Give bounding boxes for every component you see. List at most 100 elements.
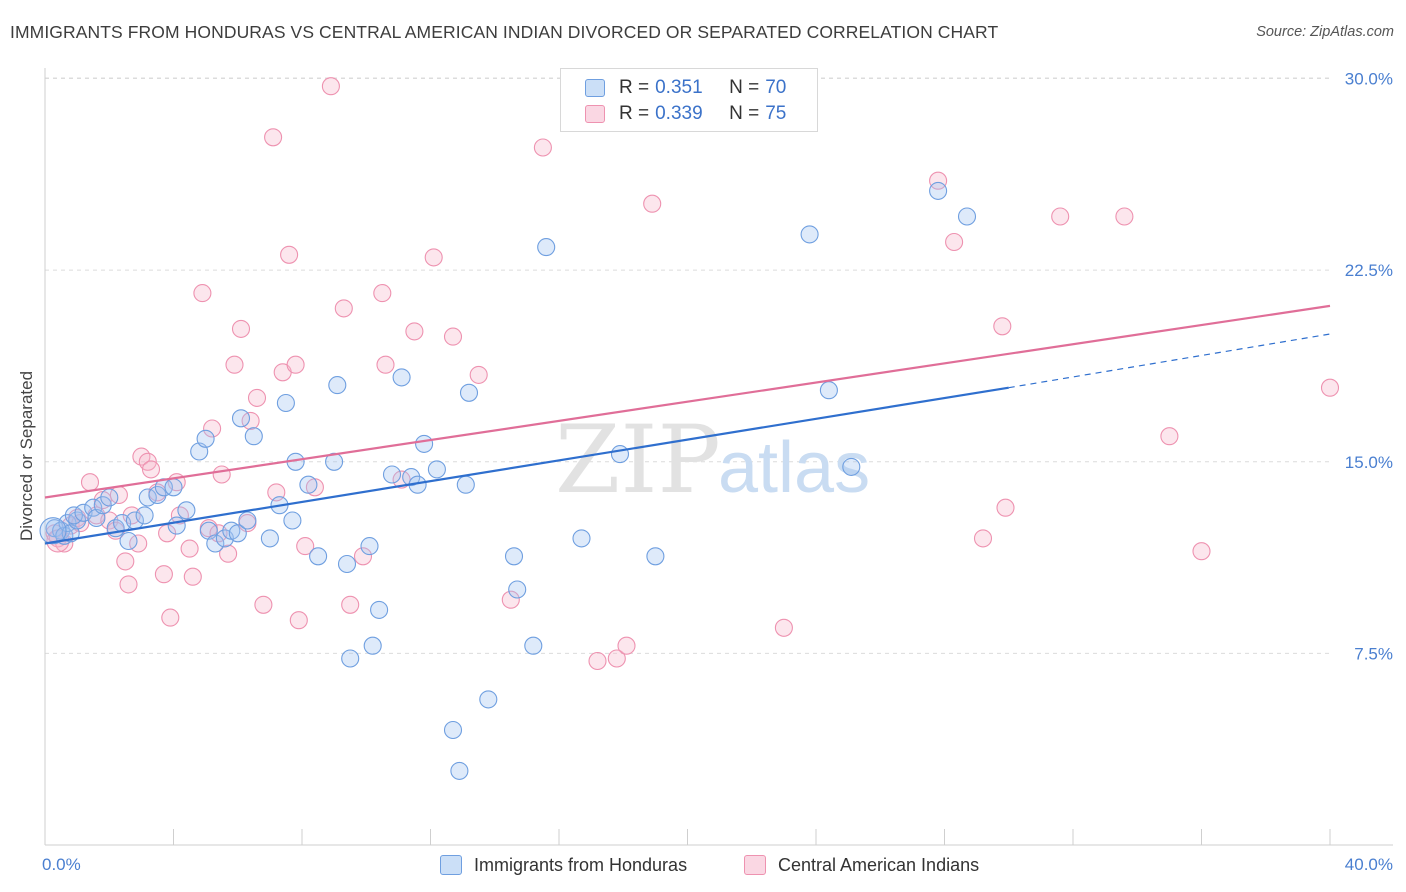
- trend-line-blue: [44, 386, 1009, 545]
- data-point-pink: [376, 355, 395, 374]
- legend-n-value: 75: [765, 103, 787, 124]
- data-point-blue: [337, 554, 357, 574]
- data-point-pink: [1320, 378, 1340, 397]
- data-point-pink: [588, 651, 607, 671]
- data-point-pink: [443, 327, 463, 346]
- data-point-pink: [116, 552, 135, 571]
- legend-row-blue: R = 0.351 N = 70: [585, 77, 786, 99]
- trend-line-pink: [44, 304, 1331, 499]
- data-point-blue: [800, 225, 819, 244]
- data-point-pink: [289, 611, 308, 630]
- data-point-pink: [424, 248, 443, 267]
- chart-title: IMMIGRANTS FROM HONDURAS VS CENTRAL AMER…: [10, 22, 999, 42]
- data-point-blue: [537, 238, 556, 257]
- data-point-pink: [945, 232, 964, 252]
- data-point-blue: [392, 368, 411, 387]
- data-point-pink: [353, 547, 373, 566]
- data-point-pink: [231, 319, 251, 338]
- legend-swatch-blue: [585, 79, 605, 97]
- data-point-blue: [929, 181, 948, 200]
- data-point-blue: [206, 534, 225, 553]
- data-point-pink: [119, 575, 138, 594]
- watermark-zip: ZIP: [555, 406, 721, 515]
- legend-r-value: 0.339: [655, 103, 703, 124]
- data-point-blue-cluster: [39, 517, 67, 545]
- data-point-blue: [276, 393, 295, 413]
- data-point-pink: [183, 567, 202, 586]
- data-point-blue: [415, 434, 434, 453]
- legend-n-label: N =: [729, 103, 760, 124]
- data-point-blue: [299, 475, 318, 494]
- data-point-pink: [247, 388, 267, 407]
- data-point-blue: [164, 478, 183, 497]
- data-point-blue: [231, 409, 251, 428]
- bottom-legend-item-pink: Central American Indians: [744, 852, 979, 878]
- data-point-pink: [180, 539, 199, 558]
- data-point-blue: [363, 636, 382, 655]
- legend-row-pink: R = 0.339 N = 75: [585, 103, 786, 125]
- data-point-blue: [402, 468, 421, 487]
- data-point-blue: [456, 475, 475, 494]
- data-point-pink: [373, 284, 392, 303]
- legend-r-value: 0.351: [655, 77, 703, 98]
- data-point-blue: [93, 496, 112, 515]
- data-point-pink: [643, 194, 662, 213]
- data-point-blue: [328, 376, 347, 395]
- data-point-pink: [1160, 427, 1179, 446]
- data-point-blue: [572, 529, 591, 548]
- data-point-blue: [177, 501, 196, 520]
- data-point-blue: [260, 529, 279, 548]
- data-point-blue: [119, 531, 138, 551]
- data-point-pink: [254, 595, 273, 614]
- data-point-blue: [957, 207, 977, 226]
- data-point-blue: [341, 649, 360, 668]
- series-pink-points: [45, 77, 1340, 671]
- axes: [44, 68, 1393, 846]
- data-point-blue: [238, 511, 257, 530]
- bottom-legend-label-pink: Central American Indians: [778, 854, 980, 875]
- data-point-pink: [212, 465, 231, 484]
- legend-n-label: N =: [729, 77, 760, 98]
- data-point-pink: [296, 537, 315, 556]
- y-tick-label: 30.0%: [1345, 70, 1393, 89]
- data-point-blue: [196, 429, 215, 448]
- data-point-pink: [161, 608, 180, 627]
- bottom-legend-swatch-pink: [744, 855, 766, 875]
- data-point-blue: [370, 600, 389, 619]
- data-point-blue: [382, 465, 402, 484]
- data-point-pink: [405, 322, 424, 341]
- data-point-blue: [504, 547, 524, 566]
- trend-lines: [44, 304, 1331, 545]
- legend: R = 0.351 N = 70 R = 0.339 N = 75: [560, 68, 818, 132]
- data-point-pink: [617, 636, 636, 655]
- data-point-pink: [993, 317, 1012, 336]
- bottom-legend-swatch-blue: [440, 855, 462, 875]
- data-point-pink: [533, 138, 552, 157]
- watermark: ZIP atlas: [555, 406, 870, 515]
- data-point-pink: [929, 171, 948, 190]
- data-point-pink: [264, 128, 283, 147]
- data-point-blue: [842, 457, 861, 476]
- data-point-pink: [774, 618, 793, 637]
- data-point-blue: [427, 460, 446, 479]
- data-point-pink: [341, 595, 360, 614]
- series-blue-points: [39, 181, 977, 780]
- data-point-pink: [469, 365, 488, 384]
- data-point-blue: [646, 547, 665, 566]
- data-point-pink: [280, 245, 299, 264]
- data-point-pink: [1115, 207, 1134, 226]
- watermark-atlas: atlas: [718, 428, 870, 508]
- data-point-pink: [122, 506, 141, 525]
- x-tick-label: 40.0%: [1345, 855, 1393, 874]
- data-point-blue: [283, 511, 302, 530]
- bottom-legend-label-blue: Immigrants from Honduras: [474, 854, 688, 875]
- data-point-pink: [321, 77, 340, 96]
- data-point-blue: [450, 761, 469, 780]
- data-point-pink: [154, 565, 173, 584]
- data-point-blue: [309, 547, 328, 566]
- data-point-blue: [244, 427, 263, 446]
- data-point-pink: [219, 544, 238, 563]
- data-point-blue: [443, 720, 463, 740]
- trend-line-blue-extension: [1008, 333, 1331, 389]
- data-point-pink: [1051, 207, 1070, 226]
